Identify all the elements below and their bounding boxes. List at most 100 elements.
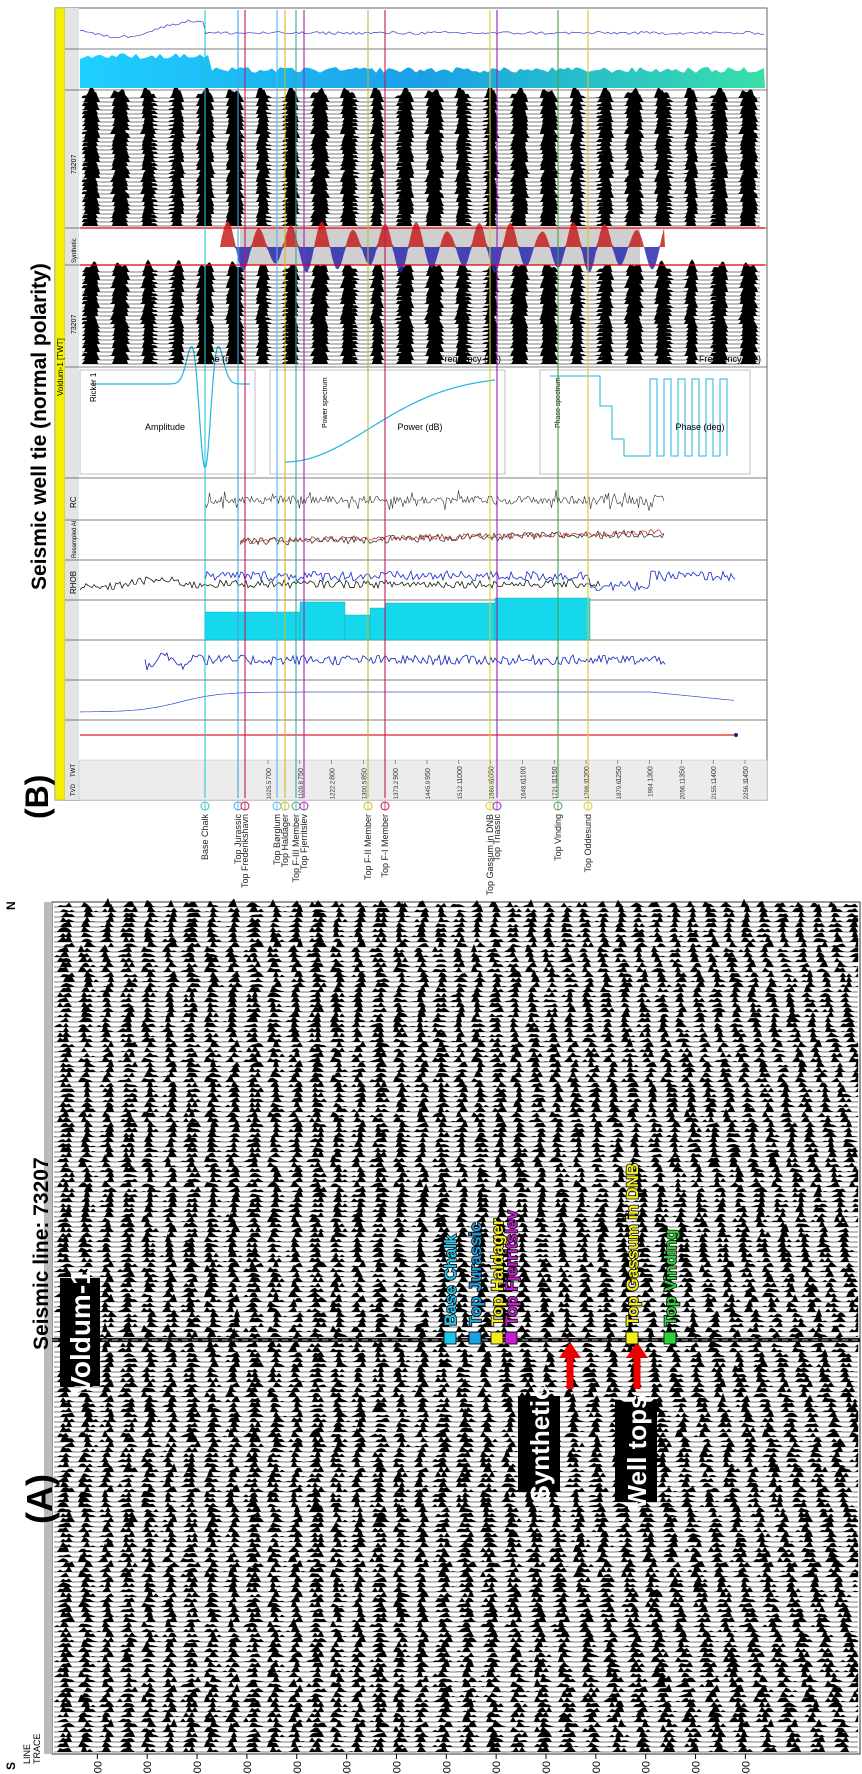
horizon-marker bbox=[625, 1331, 639, 1345]
horizon-marker bbox=[663, 1331, 677, 1345]
south-label: S bbox=[4, 1762, 18, 1770]
y-tick-label: -300 bbox=[192, 1761, 204, 1774]
seismic-trace bbox=[54, 1102, 858, 1113]
seismic-trace bbox=[54, 897, 859, 908]
phase-label: Phase (deg) bbox=[675, 422, 724, 432]
seismic-trace bbox=[54, 1043, 859, 1053]
well-label-box bbox=[60, 1278, 100, 1386]
seismic-trace bbox=[54, 1577, 859, 1588]
y-tick-label: -1300 bbox=[691, 1761, 703, 1774]
well-top-label: Top Fjerritslev bbox=[299, 814, 309, 871]
twt-tick-label: 1350 bbox=[679, 766, 686, 782]
seismic-header: 73207 bbox=[71, 154, 78, 174]
horizon-label: Top Gassum in DNB bbox=[623, 1163, 642, 1326]
velocity-fill bbox=[80, 53, 765, 88]
tvd-tick-label: 1109.8 bbox=[299, 780, 305, 799]
seismic-trace bbox=[54, 1202, 859, 1213]
seismic-header: 73207 bbox=[71, 314, 78, 334]
well-label: Voldum-1 bbox=[65, 1269, 96, 1394]
tvd-tick-label: 1445.9 bbox=[426, 780, 432, 799]
depth-curve-end bbox=[734, 733, 738, 737]
twt-tick-label: 750 bbox=[298, 768, 305, 780]
synthetic-header: Synthetic bbox=[72, 238, 78, 263]
seismic-trace bbox=[54, 1613, 858, 1623]
seismic-trace bbox=[54, 1033, 858, 1043]
well-top-label: Top Børglum bbox=[272, 814, 282, 865]
seismic-trace bbox=[54, 1688, 859, 1698]
seismic-trace bbox=[54, 978, 859, 988]
seismic-trace bbox=[53, 1207, 859, 1218]
seismic-trace bbox=[53, 1667, 859, 1678]
seismic-trace bbox=[54, 1597, 859, 1608]
well-top-label: Top Gassum in DNB bbox=[485, 814, 495, 896]
header-strip bbox=[65, 8, 79, 800]
tvd-tick-label: 1373.2 bbox=[394, 780, 400, 799]
ricker-curve bbox=[90, 346, 250, 470]
horizon-marker bbox=[468, 1331, 482, 1345]
well-top-label: Top Triassic bbox=[492, 814, 502, 862]
synthetic-positive bbox=[220, 221, 665, 247]
seismic-trace bbox=[53, 1148, 859, 1158]
tvd-tick-label: 1222.2 bbox=[331, 780, 337, 799]
time-label: Time (ms) bbox=[200, 354, 240, 364]
twt-tick-label: 1300 bbox=[648, 766, 655, 782]
seismic-trace bbox=[53, 937, 859, 948]
tvd-tick-label: 1025.5 bbox=[267, 780, 273, 799]
seismic-trace bbox=[81, 169, 760, 183]
y-tick-label: -1000 bbox=[541, 1761, 553, 1774]
seismic-trace bbox=[54, 1378, 858, 1388]
y-tick-label: -600 bbox=[342, 1761, 354, 1774]
wavelet-plot-frame bbox=[79, 369, 256, 475]
velocity-block bbox=[369, 607, 386, 641]
well-header: Voldum-1 [TWT] bbox=[56, 338, 65, 396]
north-label: N bbox=[4, 901, 18, 910]
seismic-trace bbox=[54, 1743, 858, 1753]
seismic-trace bbox=[54, 1737, 858, 1748]
y-tick-label: -400 bbox=[242, 1761, 254, 1774]
phase-curve bbox=[550, 375, 728, 457]
depth-column bbox=[78, 759, 768, 801]
seismic-trace bbox=[54, 1637, 858, 1648]
seismic-trace bbox=[54, 1523, 859, 1533]
seismic-trace bbox=[54, 1557, 859, 1568]
seismic-trace bbox=[53, 1532, 859, 1543]
seismic-trace bbox=[54, 1172, 859, 1183]
seismic-trace bbox=[81, 291, 760, 305]
seismic-trace bbox=[54, 1028, 858, 1038]
seismic-trace bbox=[81, 287, 760, 301]
tvd-tick-label: 1964 bbox=[649, 783, 655, 797]
tvd-tick-label: 1300.5 bbox=[362, 780, 368, 799]
velocity-block bbox=[299, 601, 346, 641]
seismic-trace bbox=[81, 85, 760, 99]
well-top-label: Top F-III Member bbox=[291, 814, 301, 883]
twt-tick-label: 1250 bbox=[616, 766, 623, 782]
wavelet-plot-frame bbox=[269, 369, 506, 475]
seismic-trace bbox=[54, 1218, 859, 1228]
well-top-label: Top Frederikshavn bbox=[240, 814, 250, 888]
seismic-trace bbox=[81, 93, 760, 107]
seismic-trace bbox=[53, 1552, 859, 1563]
seismic-trace bbox=[81, 307, 760, 321]
well-tops-label: Well tops bbox=[622, 1394, 652, 1509]
seismic-trace bbox=[54, 1718, 858, 1728]
seismic-trace bbox=[54, 1607, 858, 1618]
seismic-trace bbox=[54, 1083, 859, 1093]
well-top-label: Base Chalk bbox=[200, 814, 210, 861]
seismic-trace bbox=[81, 209, 760, 223]
seismic-trace bbox=[54, 1007, 858, 1018]
tvd-tick-label: 1580.9 bbox=[490, 780, 496, 799]
axis-label-trace: TRACE bbox=[32, 1733, 42, 1764]
twt-header: TWT bbox=[71, 764, 77, 777]
seismic-trace bbox=[54, 1468, 858, 1478]
velocity-block bbox=[384, 602, 496, 641]
synthetic-negative bbox=[220, 247, 665, 273]
wavelet-plot-frame bbox=[539, 369, 751, 475]
velocity-block bbox=[494, 597, 591, 641]
y-tick-label: -700 bbox=[391, 1761, 403, 1774]
seismic-trace bbox=[54, 1177, 859, 1188]
twt-tick-label: 900 bbox=[393, 768, 400, 780]
seismic-trace bbox=[81, 121, 760, 135]
seismic-trace bbox=[81, 213, 760, 227]
tvd-tick-label: 2155.1 bbox=[712, 780, 718, 799]
twt-tick-label: 800 bbox=[330, 768, 337, 780]
